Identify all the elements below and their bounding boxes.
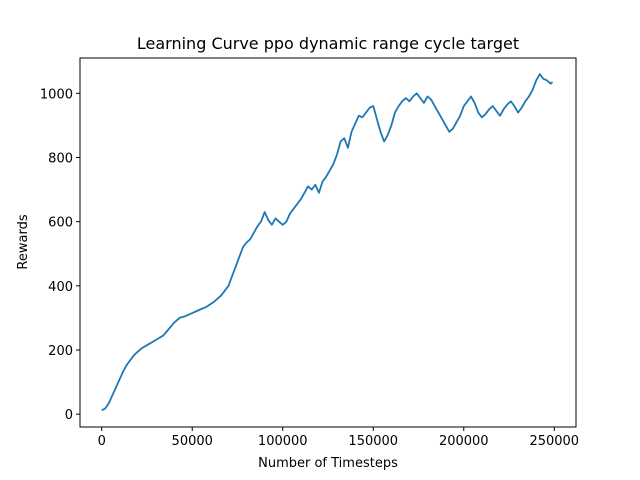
y-axis-ticks: 0 200 400 600 800 1000: [40, 87, 80, 423]
x-axis-label: Number of Timesteps: [258, 456, 398, 471]
y-tick-label: 600: [48, 216, 73, 231]
y-axis-label: Rewards: [16, 214, 31, 269]
plot-area: [79, 57, 577, 428]
x-tick-label: 50000: [172, 434, 213, 449]
axes-frame: [79, 57, 577, 428]
x-tick-label: 200000: [439, 434, 489, 449]
y-tick-label: 1000: [40, 87, 73, 102]
y-tick-label: 200: [48, 344, 73, 359]
x-tick-label: 0: [98, 434, 106, 449]
x-tick-label: 100000: [258, 434, 308, 449]
x-tick-label: 250000: [529, 434, 579, 449]
x-axis-ticks: 0 50000 100000 150000 200000 250000: [98, 427, 579, 449]
x-tick-label: 150000: [348, 434, 398, 449]
y-tick-label: 400: [48, 280, 73, 295]
y-tick-label: 0: [65, 408, 73, 423]
y-tick-label: 800: [48, 151, 73, 166]
reward-series-line: [101, 73, 554, 412]
chart-title: Learning Curve ppo dynamic range cycle t…: [137, 34, 519, 53]
